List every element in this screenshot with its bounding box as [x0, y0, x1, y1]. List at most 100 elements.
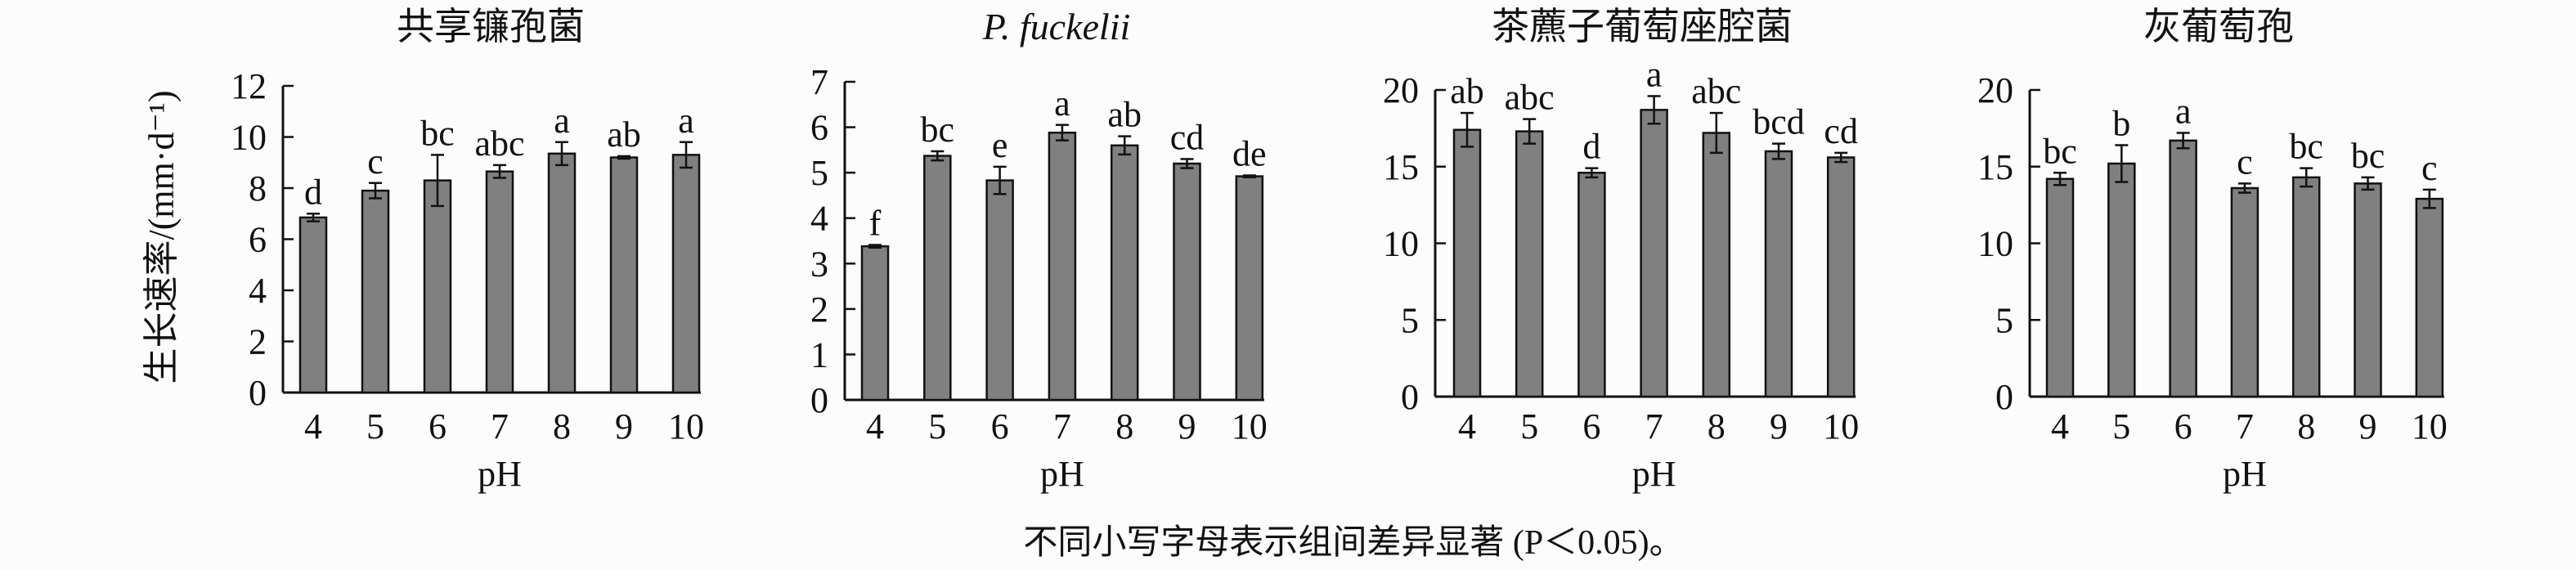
x-axis-label: pH [2223, 454, 2267, 494]
bar [1173, 162, 1201, 402]
significance-letter: ab [1107, 95, 1142, 135]
y-tick-label: 15 [1383, 147, 1419, 187]
x-tick-label: 9 [1178, 406, 1196, 447]
significance-letter: c [2237, 141, 2253, 182]
bar [298, 216, 328, 394]
y-tick-label: 6 [249, 220, 267, 260]
panel-title: 茶藨子葡萄座腔菌 [1492, 6, 1793, 47]
bar [671, 154, 701, 394]
bar [1110, 144, 1139, 402]
significance-letter: bc [420, 113, 455, 153]
significance-letter: b [2112, 104, 2130, 144]
bar [1702, 132, 1731, 398]
bar [1515, 130, 1544, 398]
x-tick-label: 6 [1582, 406, 1600, 447]
x-tick-label: 8 [1708, 406, 1726, 447]
y-tick-label: 12 [231, 66, 267, 106]
x-axis-label: pH [478, 454, 522, 494]
bar [485, 170, 514, 394]
y-tick-label: 0 [810, 380, 828, 420]
bar [361, 189, 390, 394]
x-tick-label: 8 [1115, 406, 1133, 447]
significance-letter: a [1054, 83, 1070, 123]
x-tick-label: 10 [1823, 406, 1859, 447]
x-tick-label: 7 [491, 406, 509, 447]
y-tick-label: 0 [1401, 377, 1419, 417]
significance-letter: c [2421, 148, 2438, 188]
y-tick-label: 10 [1383, 224, 1419, 264]
significance-letter: abc [1691, 71, 1741, 111]
significance-letter: bc [921, 110, 955, 150]
significance-letter: c [367, 141, 384, 182]
bar [1577, 172, 1606, 398]
bar [2415, 197, 2444, 398]
bar [2107, 162, 2136, 398]
panel-title: 共享镰孢菌 [397, 6, 585, 47]
y-tick-label: 0 [249, 373, 267, 413]
significance-letter: ab [607, 114, 641, 155]
x-tick-label: 5 [366, 406, 384, 447]
bar [1048, 131, 1077, 402]
significance-letter: e [992, 125, 1008, 165]
significance-letter: cd [1170, 117, 1205, 157]
y-tick-label: 0 [1995, 377, 2013, 417]
y-tick-label: 2 [249, 322, 267, 362]
x-tick-label: 9 [615, 406, 633, 447]
y-tick-label: 20 [1383, 70, 1419, 110]
x-tick-label: 8 [2297, 406, 2315, 447]
bar [1235, 175, 1264, 402]
x-tick-label: 5 [928, 406, 946, 447]
x-tick-label: 7 [1053, 406, 1071, 447]
significance-letter: d [304, 172, 322, 212]
x-tick-label: 6 [429, 406, 447, 447]
x-axis-label: pH [1040, 454, 1084, 494]
bar [1764, 150, 1793, 398]
bar [2354, 182, 2382, 398]
x-tick-label: 10 [668, 406, 704, 447]
y-tick-label: 6 [810, 108, 828, 148]
y-tick-label: 2 [810, 289, 828, 330]
x-tick-label: 9 [2359, 406, 2377, 447]
y-tick-label: 4 [810, 199, 828, 239]
bar [423, 179, 452, 394]
y-tick-label: 20 [1977, 70, 2013, 110]
panel-title: 灰葡萄孢 [2143, 6, 2294, 47]
y-tick-label: 5 [810, 153, 828, 193]
significance-letter: a [2175, 92, 2192, 132]
x-tick-label: 6 [2174, 406, 2192, 447]
bar [547, 152, 577, 394]
significance-letter: a [554, 101, 570, 141]
x-tick-label: 4 [1458, 406, 1476, 447]
bar [2230, 186, 2260, 398]
y-tick-label: 1 [810, 334, 828, 375]
significance-letter: bcd [1752, 102, 1805, 142]
bar [985, 179, 1014, 402]
figure-caption: 不同小写字母表示组间差异显著 (P＜0.05)。 [1023, 523, 1683, 562]
significance-letter: a [678, 101, 694, 141]
significance-letter: d [1582, 127, 1600, 167]
x-tick-label: 9 [1770, 406, 1788, 447]
y-tick-label: 15 [1977, 147, 2013, 187]
x-tick-label: 8 [553, 406, 571, 447]
x-axis-label: pH [1632, 454, 1676, 494]
x-tick-label: 4 [304, 406, 322, 447]
bar [2045, 177, 2075, 398]
significance-letter: abc [1505, 78, 1555, 118]
significance-letter: ab [1450, 71, 1484, 111]
y-tick-label: 7 [810, 62, 828, 102]
y-axis-label: 生长速率/(mm·d⁻¹) [141, 90, 182, 384]
x-tick-label: 10 [2412, 406, 2448, 447]
significance-letter: cd [1824, 111, 1858, 151]
significance-letter: de [1232, 133, 1267, 173]
x-tick-label: 4 [866, 406, 884, 447]
significance-letter: bc [2043, 131, 2077, 171]
bar [2169, 139, 2197, 398]
x-tick-label: 7 [1645, 406, 1663, 447]
y-tick-label: 5 [1401, 300, 1419, 340]
y-tick-label: 5 [1995, 300, 2013, 340]
significance-letter: a [1646, 55, 1663, 95]
significance-letter: bc [2289, 127, 2323, 167]
x-tick-label: 6 [991, 406, 1009, 447]
